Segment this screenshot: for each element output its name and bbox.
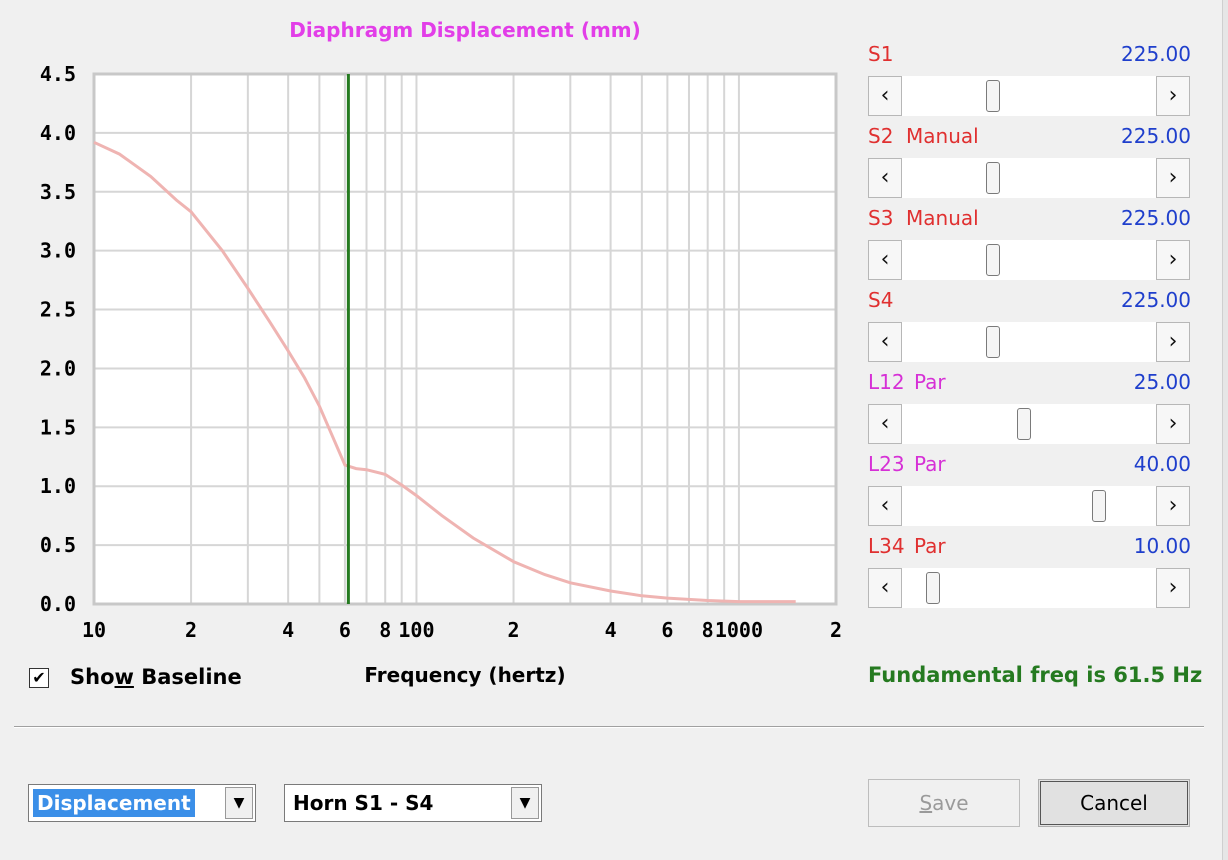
slider-mode-s3: Manual	[906, 206, 979, 230]
slider-value-l34: 10.00	[1133, 534, 1191, 558]
slider-track-s4[interactable]: ‹ ›	[868, 322, 1190, 362]
slider-track-l12[interactable]: ‹ ›	[868, 404, 1190, 444]
slider-label-s1: S1	[868, 42, 894, 66]
chevron-left-icon[interactable]: ‹	[868, 158, 902, 198]
chevron-left-icon[interactable]: ‹	[868, 568, 902, 608]
y-tick-label: 3.5	[40, 180, 76, 204]
check-icon: ✔	[32, 668, 46, 687]
chevron-right-icon[interactable]: ›	[1156, 240, 1190, 280]
chevron-left-icon[interactable]: ‹	[868, 240, 902, 280]
slider-mode-s2: Manual	[906, 124, 979, 148]
x-tick-label: 100	[398, 618, 434, 642]
slider-value-s3: 225.00	[1121, 206, 1191, 230]
y-tick-label: 2.0	[40, 356, 76, 380]
slider-track-l23[interactable]: ‹ ›	[868, 486, 1190, 526]
slider-mode-l12: Par	[914, 370, 946, 394]
x-tick-label: 4	[605, 618, 617, 642]
slider-mode-l23: Par	[914, 452, 946, 476]
fundamental-frequency-text: Fundamental freq is 61.5 Hz	[868, 663, 1203, 687]
slider-thumb[interactable]	[1017, 408, 1032, 440]
y-tick-label: 1.0	[40, 474, 76, 498]
chevron-right-icon[interactable]: ›	[1156, 568, 1190, 608]
chart-title: Diaphragm Displacement (mm)	[289, 18, 641, 42]
x-tick-label: 8	[379, 618, 391, 642]
x-tick-label: 8	[702, 618, 714, 642]
x-tick-label: 1000	[715, 618, 763, 642]
chevron-right-icon[interactable]: ›	[1156, 404, 1190, 444]
y-tick-label: 4.0	[40, 121, 76, 145]
displacement-chart: 4.5 4.0 3.5 3.0 2.5 2.0 1.5 1.0 0.5 0.010 2 4 6 8 100 2…	[40, 62, 842, 642]
slider-thumb[interactable]	[926, 572, 940, 604]
slider-thumb[interactable]	[1091, 490, 1106, 522]
x-tick-label: 10	[82, 618, 106, 642]
slider-value-s2: 225.00	[1121, 124, 1191, 148]
slider-track-s1[interactable]: ‹ ›	[868, 76, 1190, 116]
x-tick-label: 4	[282, 618, 294, 642]
slider-label-l34: L34	[868, 534, 905, 558]
slider-value-l23: 40.00	[1133, 452, 1191, 476]
separator	[14, 726, 1204, 728]
slider-thumb[interactable]	[986, 326, 1000, 358]
slider-label-l12: L12	[868, 370, 905, 394]
slider-label-l23: L23	[868, 452, 905, 476]
slider-track-l34[interactable]: ‹ ›	[868, 568, 1190, 608]
slider-track-s3[interactable]: ‹ ›	[868, 240, 1190, 280]
x-tick-label: 6	[339, 618, 351, 642]
slider-value-s1: 225.00	[1121, 42, 1191, 66]
chevron-left-icon[interactable]: ‹	[868, 322, 902, 362]
x-axis-label: Frequency (hertz)	[364, 663, 566, 687]
show-baseline-label[interactable]: Show Baseline	[70, 665, 242, 689]
x-tick-label: 6	[661, 618, 673, 642]
x-tick-label: 2	[830, 618, 842, 642]
save-button[interactable]: Save	[868, 779, 1020, 827]
chevron-right-icon[interactable]: ›	[1156, 486, 1190, 526]
slider-value-s4: 225.00	[1121, 288, 1191, 312]
chevron-left-icon[interactable]: ‹	[868, 404, 902, 444]
slider-thumb[interactable]	[986, 80, 1000, 112]
slider-thumb[interactable]	[986, 162, 1000, 194]
slider-value-l12: 25.00	[1133, 370, 1191, 394]
y-tick-label: 0.5	[40, 533, 76, 557]
y-tick-label: 3.0	[40, 239, 76, 263]
plot-type-select[interactable]: Displacement ▼	[28, 784, 256, 822]
chevron-left-icon[interactable]: ‹	[868, 76, 902, 116]
x-tick-label: 2	[185, 618, 197, 642]
chevron-left-icon[interactable]: ‹	[868, 486, 902, 526]
slider-thumb[interactable]	[986, 244, 1000, 276]
slider-label-s3: S3	[868, 206, 894, 230]
slider-label-s2: S2	[868, 124, 894, 148]
plot-area	[94, 74, 836, 604]
horn-value: Horn S1 - S4	[293, 791, 434, 815]
chevron-right-icon[interactable]: ›	[1156, 76, 1190, 116]
slider-track-s2[interactable]: ‹ ›	[868, 158, 1190, 198]
x-tick-label: 2	[508, 618, 520, 642]
chevron-down-icon[interactable]: ▼	[511, 787, 539, 819]
y-tick-label: 2.5	[40, 298, 76, 322]
chevron-down-icon[interactable]: ▼	[225, 787, 253, 819]
chevron-right-icon[interactable]: ›	[1156, 158, 1190, 198]
chevron-right-icon[interactable]: ›	[1156, 322, 1190, 362]
window-edge	[1222, 0, 1228, 860]
y-tick-label: 4.5	[40, 62, 76, 86]
displacement-curve	[93, 140, 796, 604]
slider-label-s4: S4	[868, 288, 894, 312]
cancel-button[interactable]: Cancel	[1038, 779, 1190, 827]
plot-type-value: Displacement	[33, 789, 195, 817]
slider-mode-l34: Par	[914, 534, 946, 558]
y-tick-label: 0.0	[40, 592, 76, 616]
plot-border	[92, 72, 838, 606]
horn-select[interactable]: Horn S1 - S4 ▼	[284, 784, 542, 822]
show-baseline-checkbox[interactable]: ✔	[29, 668, 49, 688]
y-tick-label: 1.5	[40, 415, 76, 439]
